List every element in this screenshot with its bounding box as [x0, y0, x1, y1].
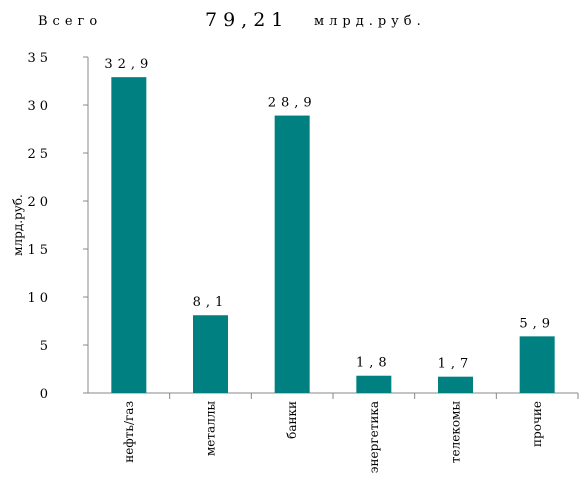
total-label: Всего: [38, 14, 103, 29]
category-label-2: банки: [285, 401, 299, 439]
total-value: 79,21: [205, 9, 290, 31]
data-label-0: 32,9: [104, 57, 153, 72]
data-label-4: 1,7: [438, 357, 474, 372]
y-tick-label-4: 20: [27, 195, 52, 210]
total-unit: млрд.руб.: [314, 14, 426, 29]
bar-0: [111, 77, 147, 393]
y-tick-label-7: 35: [27, 51, 52, 66]
bar-2: [274, 115, 310, 393]
y-tick-label-0: 0: [40, 387, 52, 402]
y-axis-title: млрд.руб.: [11, 194, 25, 256]
category-label-3: энергетика: [367, 401, 381, 473]
y-tick-label-1: 5: [40, 339, 52, 354]
bar-4: [438, 376, 473, 393]
category-label-5: прочие: [530, 401, 544, 447]
data-label-2: 28,9: [268, 96, 317, 111]
y-tick-label-5: 25: [27, 147, 52, 162]
bar-1: [193, 315, 228, 393]
data-label-1: 8,1: [193, 295, 229, 310]
data-label-5: 5,9: [519, 316, 555, 331]
chart-header: Всего 79,21 млрд.руб.: [0, 8, 584, 38]
y-tick-label-3: 15: [27, 243, 52, 258]
bar-5: [519, 336, 555, 393]
y-tick-label-6: 30: [27, 99, 52, 114]
data-label-3: 1,8: [356, 356, 392, 371]
category-label-1: металлы: [204, 401, 218, 456]
category-label-0: нефть/газ: [122, 401, 136, 463]
category-label-4: телекомы: [449, 401, 463, 464]
bar-3: [356, 375, 392, 393]
y-tick-label-2: 10: [27, 291, 52, 306]
